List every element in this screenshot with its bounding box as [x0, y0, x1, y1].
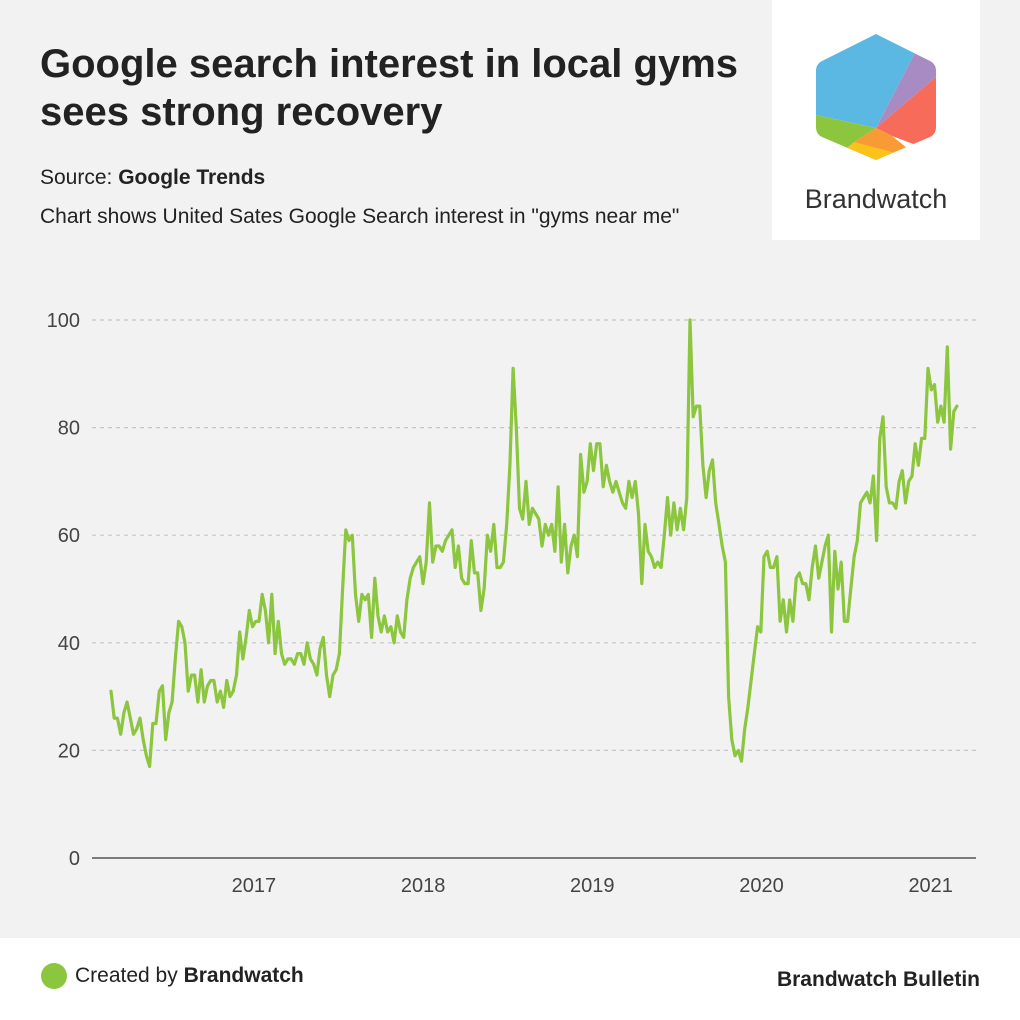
hexagon-logo-icon — [816, 34, 936, 160]
series-line — [109, 318, 959, 769]
chart-description: Chart shows United Sates Google Search i… — [40, 205, 680, 228]
created-label: Created by — [75, 964, 178, 987]
brandwatch-logo: Brandwatch — [772, 0, 980, 240]
logo-slice-purple — [876, 34, 936, 128]
y-tick-label: 80 — [58, 418, 80, 440]
source-name: Google Trends — [118, 166, 266, 189]
green-dot-icon — [41, 963, 67, 989]
x-tick-label: 2017 — [232, 875, 277, 897]
logo-wordmark: Brandwatch — [804, 184, 948, 214]
x-tick-label: 2018 — [401, 875, 446, 897]
source-line: Source: Google Trends — [40, 166, 265, 190]
footer-bulletin: Brandwatch Bulletin — [776, 968, 980, 991]
logo-slices — [816, 34, 936, 160]
created-brand: Brandwatch — [183, 964, 304, 987]
source-label: Source: — [40, 166, 113, 189]
footer: Created by Brandwatch Brandwatch Bulleti… — [0, 938, 1020, 1020]
x-tick-label: 2020 — [739, 875, 784, 897]
y-tick-label: 40 — [58, 633, 80, 655]
logo-slice-red — [876, 60, 936, 160]
y-tick-label: 0 — [69, 848, 80, 870]
line-chart: 0 20 40 60 80 100 2017 2018 2019 2020 2021 — [47, 310, 976, 897]
y-tick-label: 100 — [47, 310, 80, 332]
chart-title: Google search interest in local gyms see… — [40, 42, 739, 134]
x-tick-label: 2021 — [908, 875, 953, 897]
y-tick-label: 60 — [58, 525, 80, 547]
y-tick-label: 20 — [58, 740, 80, 762]
x-tick-label: 2019 — [570, 875, 615, 897]
footer-credit: Created by Brandwatch — [75, 964, 304, 988]
